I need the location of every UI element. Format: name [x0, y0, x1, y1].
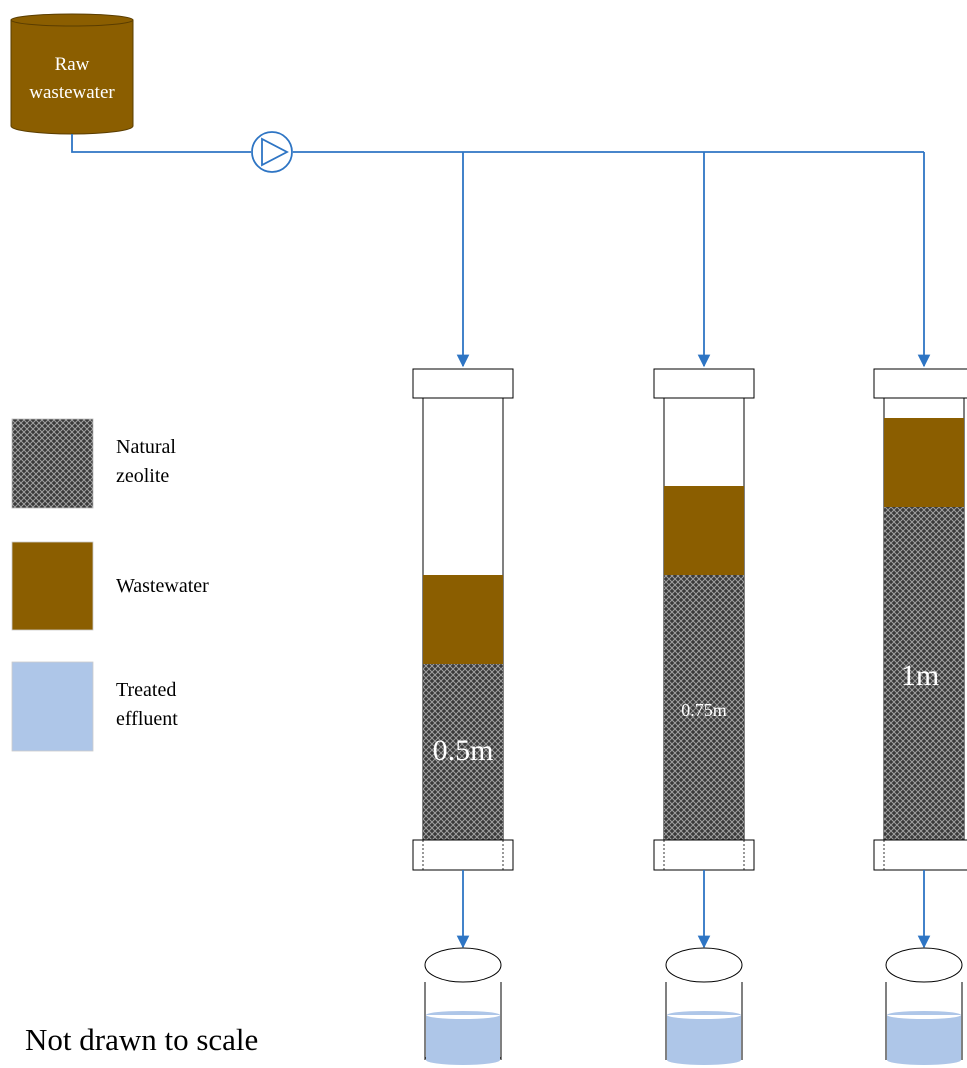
column-1-treated-effluent — [426, 1015, 500, 1065]
column-3-top-cap — [873, 368, 967, 399]
column-3-collection-beaker — [885, 947, 963, 1065]
column-2-zeolite-bed — [664, 575, 744, 840]
column-3-zeolite-bed — [884, 507, 964, 840]
column-1-collection-beaker — [424, 947, 502, 1065]
legend-swatch-wastewater — [11, 541, 94, 631]
column-2-bottom-cap — [653, 839, 755, 871]
legend-label-zeolite-line2: zeolite — [116, 465, 169, 487]
legend: Natural zeolite Wastewater Treated efflu… — [11, 418, 209, 752]
column-1-bottom-cap — [412, 839, 514, 871]
column-1-bed-label: 0.5m — [433, 734, 494, 767]
tank-body — [10, 19, 134, 135]
raw-wastewater-tank: Raw wastewater — [10, 13, 134, 135]
tank-label-line1: Raw — [55, 54, 90, 75]
column-3-wastewater-layer — [884, 418, 964, 507]
legend-swatch-treated — [11, 661, 94, 752]
column-2-top-cap — [653, 368, 755, 399]
column-2-bed-label: 0.75m — [681, 700, 727, 720]
legend-swatch-zeolite — [11, 418, 94, 509]
feed-pipe — [71, 134, 931, 368]
column-2: 0.75m — [653, 368, 755, 1065]
column-2-collection-beaker — [665, 947, 743, 1065]
column-3: 1m — [873, 368, 967, 1065]
column-1: 0.5m — [412, 368, 514, 1065]
tank-label-line2: wastewater — [29, 82, 115, 103]
feed-pipe-main — [71, 134, 924, 153]
column-3-bottom-cap — [873, 839, 967, 871]
legend-label-wastewater: Wastewater — [116, 575, 209, 597]
column-1-zeolite-bed — [423, 664, 503, 840]
column-1-top-cap — [412, 368, 514, 399]
tank-top — [10, 13, 134, 27]
column-2-wastewater-layer — [664, 486, 744, 575]
column-2-treated-effluent — [667, 1015, 741, 1065]
column-1-wastewater-layer — [423, 575, 503, 664]
column-3-treated-effluent — [887, 1015, 961, 1065]
legend-label-zeolite-line1: Natural — [116, 436, 176, 458]
legend-label-treated-line2: effluent — [116, 708, 178, 730]
column-3-bed-label: 1m — [901, 659, 939, 692]
legend-label-treated-line1: Treated — [116, 679, 176, 701]
scale-note: Not drawn to scale — [25, 1022, 258, 1057]
pump-icon — [251, 131, 293, 173]
